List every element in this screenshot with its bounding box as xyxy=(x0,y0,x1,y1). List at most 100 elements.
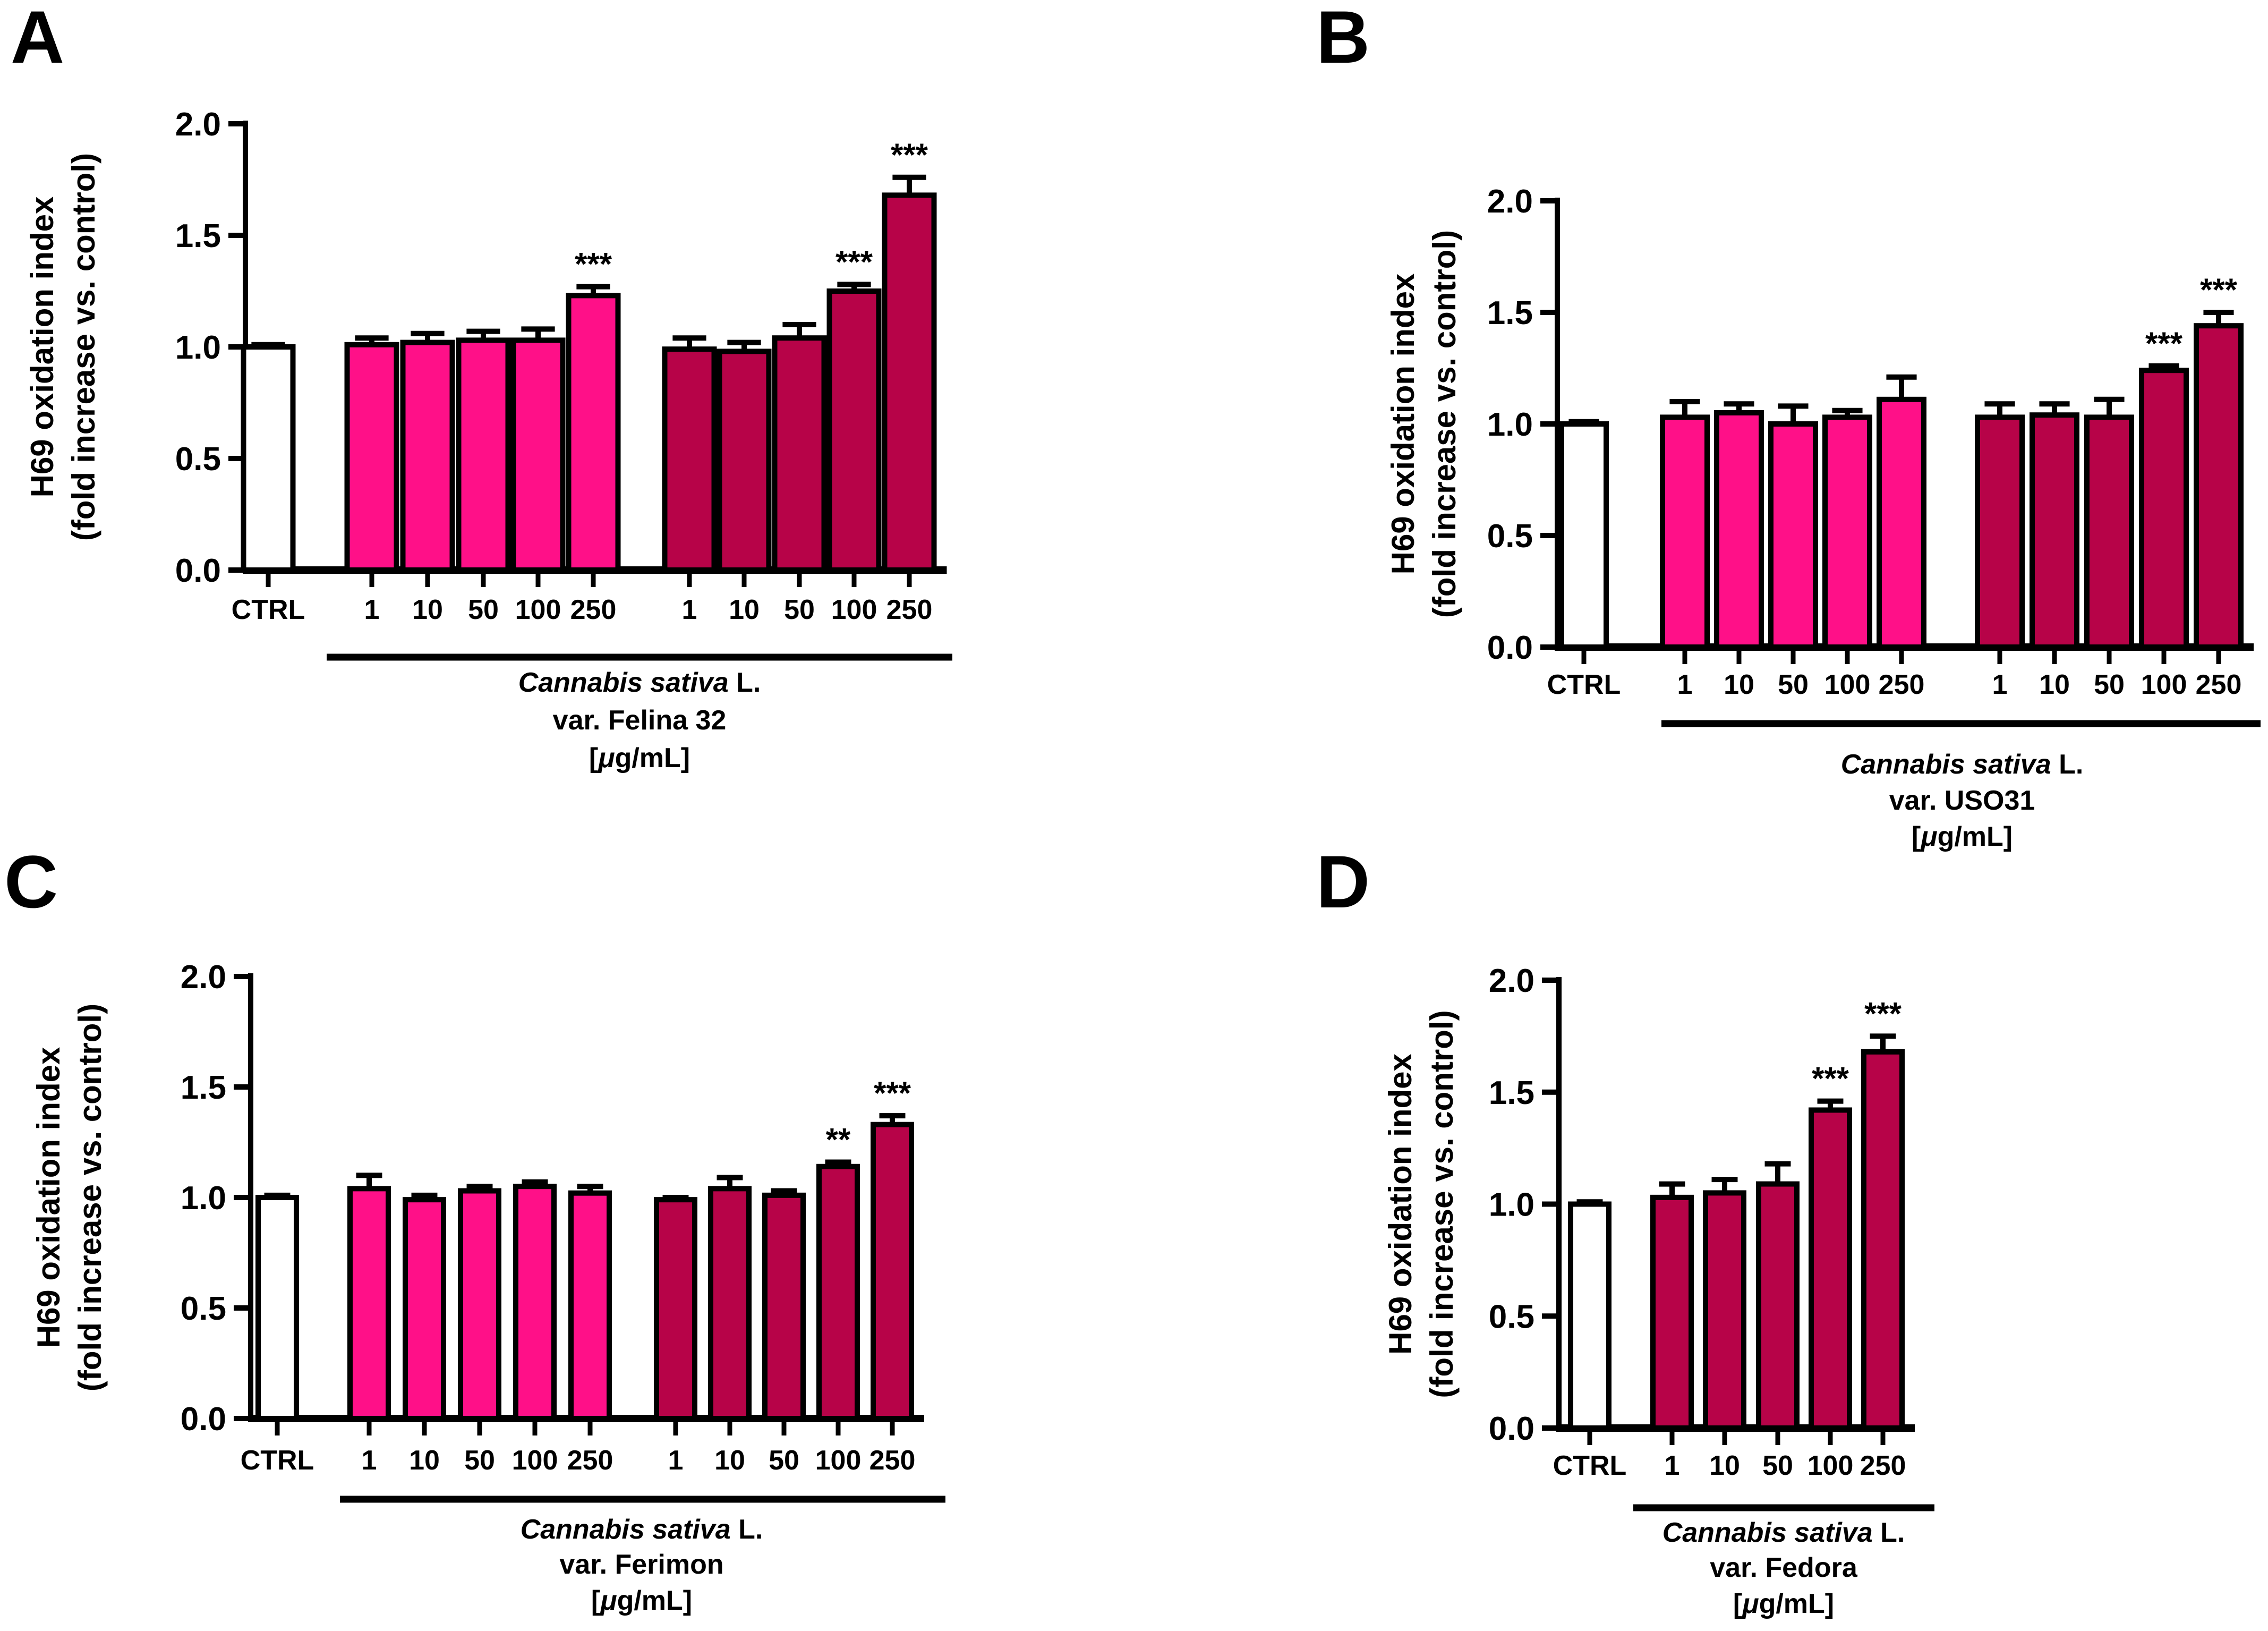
x-tick-label: 50 xyxy=(2094,669,2125,700)
caption-units: [μg/mL] xyxy=(589,743,690,774)
bar-A-50-3 xyxy=(456,337,511,573)
panel-letter-D: D xyxy=(1316,840,1370,923)
bar-D-10-2 xyxy=(1703,1190,1746,1431)
y-axis-title-line1: H69 oxidation index xyxy=(31,1047,66,1348)
x-tick-label: 250 xyxy=(1860,1450,1906,1481)
bar-C-1-6 xyxy=(654,1197,697,1421)
x-tick-label: 50 xyxy=(1778,669,1809,700)
panel-D: D H69 oxidation index (fold increase vs. c… xyxy=(1316,840,1934,1619)
x-tick-label: 1 xyxy=(1677,669,1693,700)
bar-D-1-1 xyxy=(1650,1194,1694,1431)
y-tick-label: 1.0 xyxy=(181,1180,226,1217)
y-tick-label: 1.0 xyxy=(1487,406,1533,443)
caption-variety: var. Fedora xyxy=(1710,1552,1858,1583)
x-tick-label: 1 xyxy=(364,594,380,625)
caption-units-tail: g/mL] xyxy=(615,743,690,774)
y-axis-title-line2: (fold increase vs. control) xyxy=(1424,1010,1460,1398)
x-tick-label: 10 xyxy=(409,1445,440,1476)
y-axis-title-line2: (fold increase vs. control) xyxy=(72,1004,108,1391)
x-tick-label: 100 xyxy=(831,594,877,625)
x-tick-label: 50 xyxy=(784,594,815,625)
x-tick-label: CTRL xyxy=(1547,669,1621,700)
bar-B-250-10 xyxy=(2194,323,2244,650)
panel-C: C H69 oxidation index (fold increase vs. c… xyxy=(4,840,945,1616)
y-tick-label: 1.0 xyxy=(1489,1187,1534,1224)
x-tick-label: 100 xyxy=(512,1445,558,1476)
x-tick-label: 100 xyxy=(815,1445,862,1476)
bar-D-50-3 xyxy=(1756,1181,1800,1431)
bar-C-100-4 xyxy=(513,1184,557,1421)
y-tick-label: 0.5 xyxy=(1489,1298,1534,1335)
y-tick-label: 1.5 xyxy=(1489,1075,1534,1111)
x-tick-label: 10 xyxy=(2039,669,2070,700)
bar-A-CTRL-0 xyxy=(241,344,296,573)
y-tick-label: 1.5 xyxy=(181,1069,226,1106)
bar-B-1-1 xyxy=(1660,414,1710,650)
caption-units-open: [ xyxy=(1912,821,1921,852)
y-tick-label: 2.0 xyxy=(175,106,221,143)
caption-species-suffix: L. xyxy=(729,667,761,698)
significance-stars: *** xyxy=(835,244,873,279)
x-tick-label: 1 xyxy=(1992,669,2008,700)
y-tick-label: 0.5 xyxy=(1487,518,1533,555)
x-tick-label: 50 xyxy=(769,1445,799,1476)
caption-species-italic: Cannabis sativa xyxy=(518,667,729,698)
x-tick-label: 1 xyxy=(362,1445,377,1476)
caption-units-tail: g/mL] xyxy=(1759,1588,1835,1619)
caption-species-italic: Cannabis sativa xyxy=(521,1514,731,1545)
x-tick-label: 1 xyxy=(1665,1450,1680,1481)
caption-units: [μg/mL] xyxy=(1912,821,2013,852)
caption-units: [μg/mL] xyxy=(591,1585,692,1616)
panel-letter-A: A xyxy=(11,0,64,79)
bar-A-50-8 xyxy=(772,335,827,573)
caption-species: Cannabis sativa L. xyxy=(521,1514,763,1545)
caption-units-mu: μ xyxy=(1741,1588,1759,1619)
panel-letter-C: C xyxy=(4,840,58,923)
y-axis-title-line1: H69 oxidation index xyxy=(1383,1054,1418,1355)
x-tick-label: 50 xyxy=(1762,1450,1793,1481)
panel-B: B H69 oxidation index (fold increase vs. c… xyxy=(1316,0,2261,852)
bar-D-CTRL-0 xyxy=(1568,1201,1612,1431)
y-tick-label: 1.5 xyxy=(1487,295,1533,332)
x-tick-label: 10 xyxy=(1724,669,1754,700)
significance-stars: *** xyxy=(1812,1061,1849,1097)
x-tick-label: 250 xyxy=(2196,669,2242,700)
caption-species-suffix: L. xyxy=(1873,1517,1905,1548)
y-tick-label: 2.0 xyxy=(1489,963,1534,999)
caption-species-suffix: L. xyxy=(2051,749,2084,780)
significance-stars: *** xyxy=(891,137,928,173)
bar-B-100-9 xyxy=(2139,368,2189,650)
caption-species-italic: Cannabis sativa xyxy=(1841,749,2051,780)
panel-letter-B: B xyxy=(1316,0,1370,79)
x-tick-label: 10 xyxy=(412,594,443,625)
y-tick-label: 0.0 xyxy=(1487,630,1533,666)
caption-units-mu: μ xyxy=(599,1585,617,1616)
x-tick-label: 10 xyxy=(1709,1450,1740,1481)
caption-species-italic: Cannabis sativa xyxy=(1662,1517,1873,1548)
y-tick-label: 0.5 xyxy=(181,1290,226,1327)
caption-species: Cannabis sativa L. xyxy=(518,667,761,698)
caption-variety: var. Ferimon xyxy=(559,1549,723,1580)
bar-B-250-5 xyxy=(1877,396,1926,650)
x-tick-label: 50 xyxy=(468,594,499,625)
bar-D-100-4 xyxy=(1809,1107,1852,1431)
y-tick-label: 1.0 xyxy=(175,329,221,366)
y-tick-label: 1.5 xyxy=(175,218,221,254)
bar-C-10-2 xyxy=(403,1197,446,1421)
bar-B-100-4 xyxy=(1822,414,1872,650)
panel-A: A H69 oxidation index (fold increase vs. c… xyxy=(11,0,952,774)
caption-variety: var. Felina 32 xyxy=(553,705,727,736)
x-tick-label: 100 xyxy=(515,594,561,625)
bar-C-250-10 xyxy=(871,1122,914,1421)
caption-species-suffix: L. xyxy=(731,1514,763,1545)
significance-stars: *** xyxy=(874,1075,911,1111)
y-tick-label: 0.5 xyxy=(175,441,221,478)
caption-units: [μg/mL] xyxy=(1733,1588,1834,1619)
caption-units-open: [ xyxy=(1733,1588,1742,1619)
significance-stars: *** xyxy=(575,247,612,282)
bar-B-10-2 xyxy=(1714,410,1764,650)
x-tick-label: 250 xyxy=(570,594,617,625)
bar-C-100-9 xyxy=(816,1163,860,1421)
bar-A-250-5 xyxy=(566,293,621,573)
